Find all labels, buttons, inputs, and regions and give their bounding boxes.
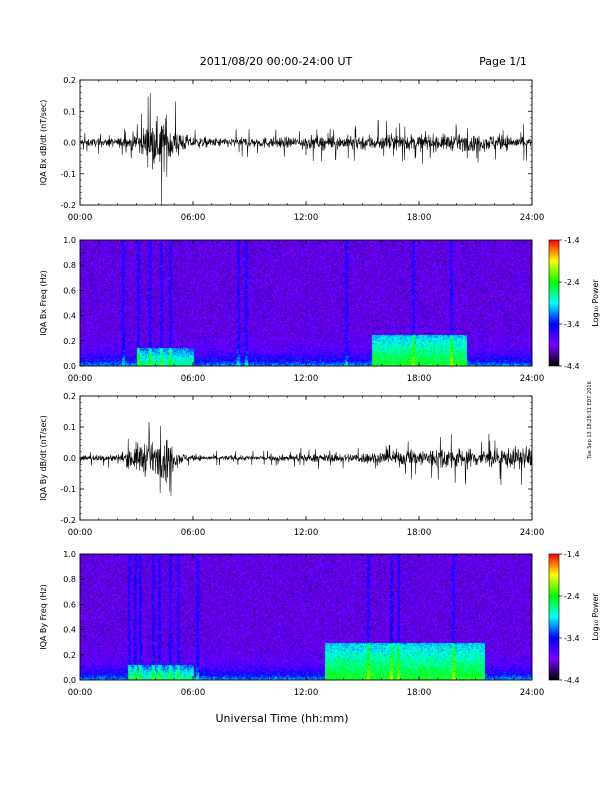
y-tick-label: 0.4 <box>63 312 76 321</box>
y-tick-label: 0.2 <box>63 651 76 660</box>
spectrogram-image-3 <box>80 554 532 680</box>
y-tick-label: 0.2 <box>63 392 76 401</box>
colorbar-tick-label: -3.4 <box>564 634 580 643</box>
x-tick-label: 18:00 <box>407 374 432 384</box>
y-tick-label: 0.0 <box>63 362 76 371</box>
colorbar-tick-label: -4.4 <box>564 362 580 371</box>
colorbar-tick-label: -2.4 <box>564 592 580 601</box>
figure-title: 2011/08/20 00:00-24:00 UT <box>200 55 353 68</box>
x-tick-label: 06:00 <box>181 688 206 698</box>
x-tick-label: 24:00 <box>520 374 545 384</box>
y-tick-label: -0.1 <box>60 485 76 494</box>
y-axis-0: -0.2 -0.1 0.0 0.1 0.2 <box>60 76 532 210</box>
x-tick-label: 12:00 <box>294 528 319 538</box>
x-tick-label: 24:00 <box>520 528 545 538</box>
y-tick-label: 0.1 <box>63 107 76 116</box>
y-axis-title-3: IQA By Freq (Hz) <box>39 584 48 650</box>
y-tick-label: 0.2 <box>63 337 76 346</box>
colorbar-tick-label: -1.4 <box>564 236 580 245</box>
colorbar-gradient <box>548 553 560 681</box>
y-tick-label: 0.2 <box>63 76 76 85</box>
x-tick-label: 18:00 <box>407 528 432 538</box>
y-tick-label: -0.2 <box>60 201 76 210</box>
y-tick-label: 0.4 <box>63 626 76 635</box>
colorbar-tick-label: -1.4 <box>564 550 580 559</box>
colorbar-gradient <box>548 239 560 367</box>
y-tick-label: 1.0 <box>63 550 76 559</box>
page-label: Page 1/1 <box>479 55 527 68</box>
y-tick-label: 0.0 <box>63 139 76 148</box>
panels: -0.2 -0.1 0.0 0.1 0.2 00:00 06:00 12:00 18:00 24:… <box>39 76 600 698</box>
colorbar-tick-label: -2.4 <box>564 278 580 287</box>
x-tick-label: 06:00 <box>181 213 206 223</box>
x-tick-label: 24:00 <box>520 213 545 223</box>
y-tick-label: 0.1 <box>63 423 76 432</box>
x-tick-label: 06:00 <box>181 374 206 384</box>
y-tick-label: -0.2 <box>60 516 76 525</box>
y-tick-label: 0.6 <box>63 286 76 295</box>
x-axis-title: Universal Time (hh:mm) <box>216 712 349 725</box>
side-stamp: Tue Sep 13 18:28:31 EDT 2016 <box>587 381 593 460</box>
x-tick-label: 00:00 <box>68 213 93 223</box>
x-axis-2: 00:00 06:00 12:00 18:00 24:00 <box>68 396 545 538</box>
colorbar-1: -1.4 -2.4 -3.4 -4.4 Log₁₀ Power <box>548 236 600 371</box>
series-line-2 <box>80 422 532 496</box>
y-tick-label: 0.0 <box>63 454 76 463</box>
colorbar-3: -1.4 -2.4 -3.4 -4.4 Log₁₀ Power <box>548 550 600 685</box>
spectrogram-canvas-3 <box>80 554 532 680</box>
colorbar-label: Log₁₀ Power <box>591 593 600 641</box>
x-axis-3: 00:00 06:00 12:00 18:00 24:00 <box>68 554 545 698</box>
y-axis-title-2: IQA By dB/dt (nT/sec) <box>39 415 48 501</box>
y-axis-3: 0.0 0.2 0.4 0.6 0.8 1.0 <box>63 550 84 685</box>
y-tick-label: 0.0 <box>63 676 76 685</box>
spectrogram-canvas-1 <box>80 240 532 366</box>
x-tick-label: 06:00 <box>181 528 206 538</box>
y-tick-label: 1.0 <box>63 236 76 245</box>
y-tick-label: -0.1 <box>60 170 76 179</box>
y-axis-title-0: IQA Bx dB/dt (nT/sec) <box>39 100 48 186</box>
x-tick-label: 12:00 <box>294 213 319 223</box>
y-axis-title-1: IQA Bx Freq (Hz) <box>39 270 48 336</box>
colorbar-tick-label: -3.4 <box>564 320 580 329</box>
y-tick-label: 0.8 <box>63 575 76 584</box>
y-tick-label: 0.8 <box>63 261 76 270</box>
colorbar-tick-label: -4.4 <box>564 676 580 685</box>
x-tick-label: 12:00 <box>294 374 319 384</box>
x-tick-label: 24:00 <box>520 688 545 698</box>
x-axis-0: 00:00 06:00 12:00 18:00 24:00 <box>68 80 545 223</box>
series-line-0 <box>80 92 532 205</box>
y-tick-label: 0.6 <box>63 600 76 609</box>
x-axis-1: 00:00 06:00 12:00 18:00 24:00 <box>68 240 545 384</box>
x-tick-label: 12:00 <box>294 688 319 698</box>
spectrogram-image-1 <box>80 240 532 366</box>
x-tick-label: 00:00 <box>68 528 93 538</box>
x-tick-label: 00:00 <box>68 688 93 698</box>
x-tick-label: 00:00 <box>68 374 93 384</box>
x-tick-label: 18:00 <box>407 213 432 223</box>
y-axis-1: 0.0 0.2 0.4 0.6 0.8 1.0 <box>63 236 84 371</box>
colorbar-label: Log₁₀ Power <box>591 279 600 327</box>
x-tick-label: 18:00 <box>407 688 432 698</box>
